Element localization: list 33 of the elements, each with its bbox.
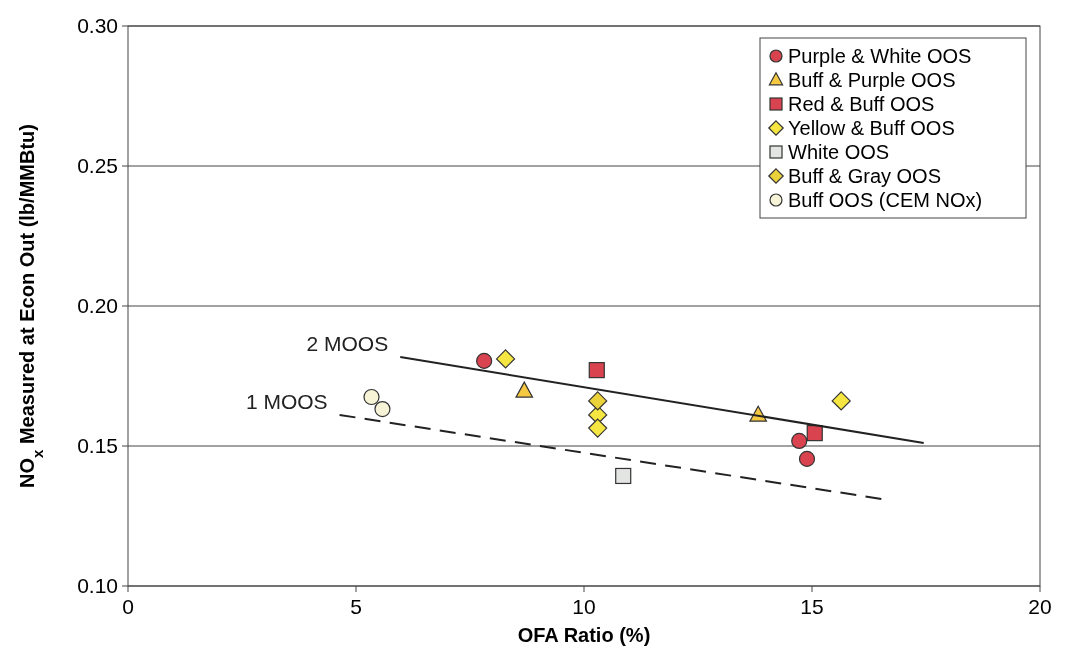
x-axis-title: OFA Ratio (%) [517, 624, 651, 646]
point [791, 432, 808, 450]
point [476, 352, 493, 369]
x-tick-label: 10 [572, 595, 596, 618]
point [798, 450, 816, 467]
y-tick-label: 0.15 [77, 434, 118, 457]
x-tick-label: 0 [122, 595, 134, 618]
point [588, 418, 608, 438]
point [588, 362, 605, 379]
point [363, 388, 380, 406]
point [831, 391, 851, 411]
y-tick-label: 0.10 [77, 574, 118, 597]
legend-label: Red & Buff OOS [788, 93, 935, 115]
legend-label: Purple & White OOS [788, 45, 972, 67]
x-tick-label: 15 [800, 595, 824, 618]
legend-label: Buff & Gray OOS [788, 165, 942, 187]
legend-label: Buff OOS (CEM NOx) [788, 189, 983, 211]
y-tick-label: 0.25 [77, 154, 118, 177]
series-label: 1 MOOS [245, 389, 328, 413]
series-label: 2 MOOS [306, 331, 389, 355]
y-tick-label: 0.30 [77, 14, 118, 37]
legend-label: White OOS [788, 141, 890, 163]
point [806, 425, 823, 442]
point [615, 467, 632, 485]
point [374, 400, 391, 418]
y-tick-label: 0.20 [77, 294, 118, 317]
point [588, 391, 608, 411]
point [515, 381, 534, 398]
point [495, 349, 516, 369]
x-tick-label: 20 [1028, 595, 1052, 618]
legend-label: Yellow & Buff OOS [788, 117, 955, 139]
legend-label: Buff & Purple OOS [788, 69, 956, 91]
x-tick-label: 5 [350, 595, 362, 618]
